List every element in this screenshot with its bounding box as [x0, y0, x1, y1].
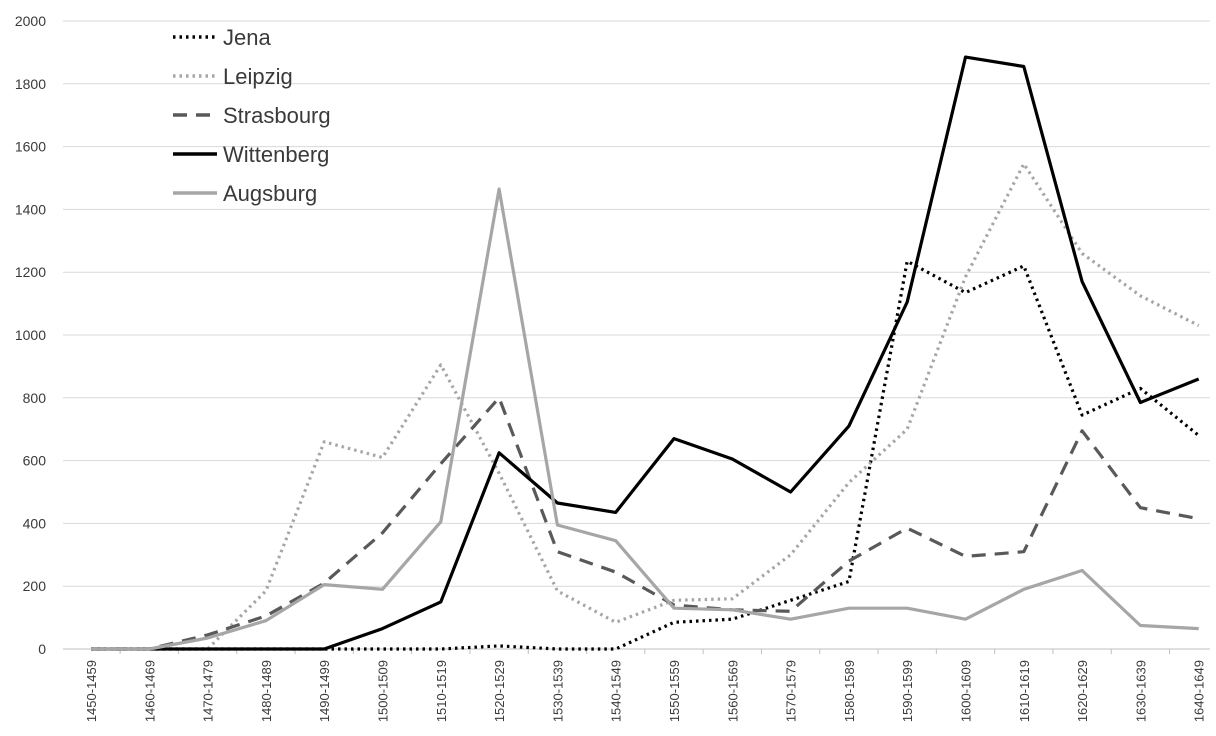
legend-label-augsburg: Augsburg [223, 181, 317, 206]
y-tick-label: 0 [38, 641, 46, 657]
x-tick-label: 1520-1529 [492, 660, 507, 722]
x-tick-label: 1480-1489 [259, 660, 274, 722]
x-tick-label: 1450-1459 [84, 660, 99, 722]
x-tick-label: 1490-1499 [317, 660, 332, 722]
x-tick-label: 1460-1469 [142, 660, 157, 722]
x-tick-label: 1580-1589 [842, 660, 857, 722]
gridlines [63, 20, 1210, 650]
x-tick-label: 1590-1599 [900, 660, 915, 722]
y-tick-label: 400 [23, 515, 47, 531]
y-tick-label: 1400 [15, 201, 46, 217]
legend-label-wittenberg: Wittenberg [223, 142, 329, 167]
x-tick-label: 1600-1609 [959, 660, 974, 722]
x-tick-label: 1560-1569 [725, 660, 740, 722]
y-tick-label: 1200 [15, 264, 46, 280]
x-tick-label: 1530-1539 [550, 660, 565, 722]
x-tick-label: 1510-1519 [434, 660, 449, 722]
legend-label-strasbourg: Strasbourg [223, 103, 331, 128]
y-tick-label: 200 [23, 578, 47, 594]
x-tick-label: 1640-1649 [1192, 660, 1207, 722]
series-line-strasbourg [91, 396, 1199, 651]
y-tick-label: 800 [23, 390, 47, 406]
x-tick-label: 1570-1579 [784, 660, 799, 722]
legend: Jena Leipzig Strasbourg Wittenberg Augsburg [173, 25, 331, 206]
series-line-wittenberg [91, 55, 1200, 651]
y-tick-label: 600 [23, 453, 47, 469]
series-line-augsburg [91, 187, 1199, 651]
x-tick-label: 1500-1509 [376, 660, 391, 722]
y-axis-ticks: 0 200 400 600 800 1000 1200 1400 1600 1800 2000 [15, 13, 46, 657]
series-lines [91, 55, 1200, 651]
legend-label-jena: Jena [223, 25, 271, 50]
x-tick-label: 1620-1629 [1075, 660, 1090, 722]
x-tick-label: 1630-1639 [1133, 660, 1148, 722]
series-line-leipzig [91, 162, 1200, 651]
x-tick-label: 1540-1549 [609, 660, 624, 722]
x-axis-ticks: 1450-1459 1460-1469 1470-1479 1480-1489 1490… [84, 649, 1207, 722]
x-tick-label: 1470-1479 [201, 660, 216, 722]
series-line-jena [91, 259, 1200, 651]
y-tick-label: 1000 [15, 327, 46, 343]
legend-label-leipzig: Leipzig [223, 64, 293, 89]
y-tick-label: 1800 [15, 76, 46, 92]
y-tick-label: 1600 [15, 139, 46, 155]
y-tick-label: 2000 [15, 13, 46, 29]
x-tick-label: 1610-1619 [1017, 660, 1032, 722]
x-tick-label: 1550-1559 [667, 660, 682, 722]
